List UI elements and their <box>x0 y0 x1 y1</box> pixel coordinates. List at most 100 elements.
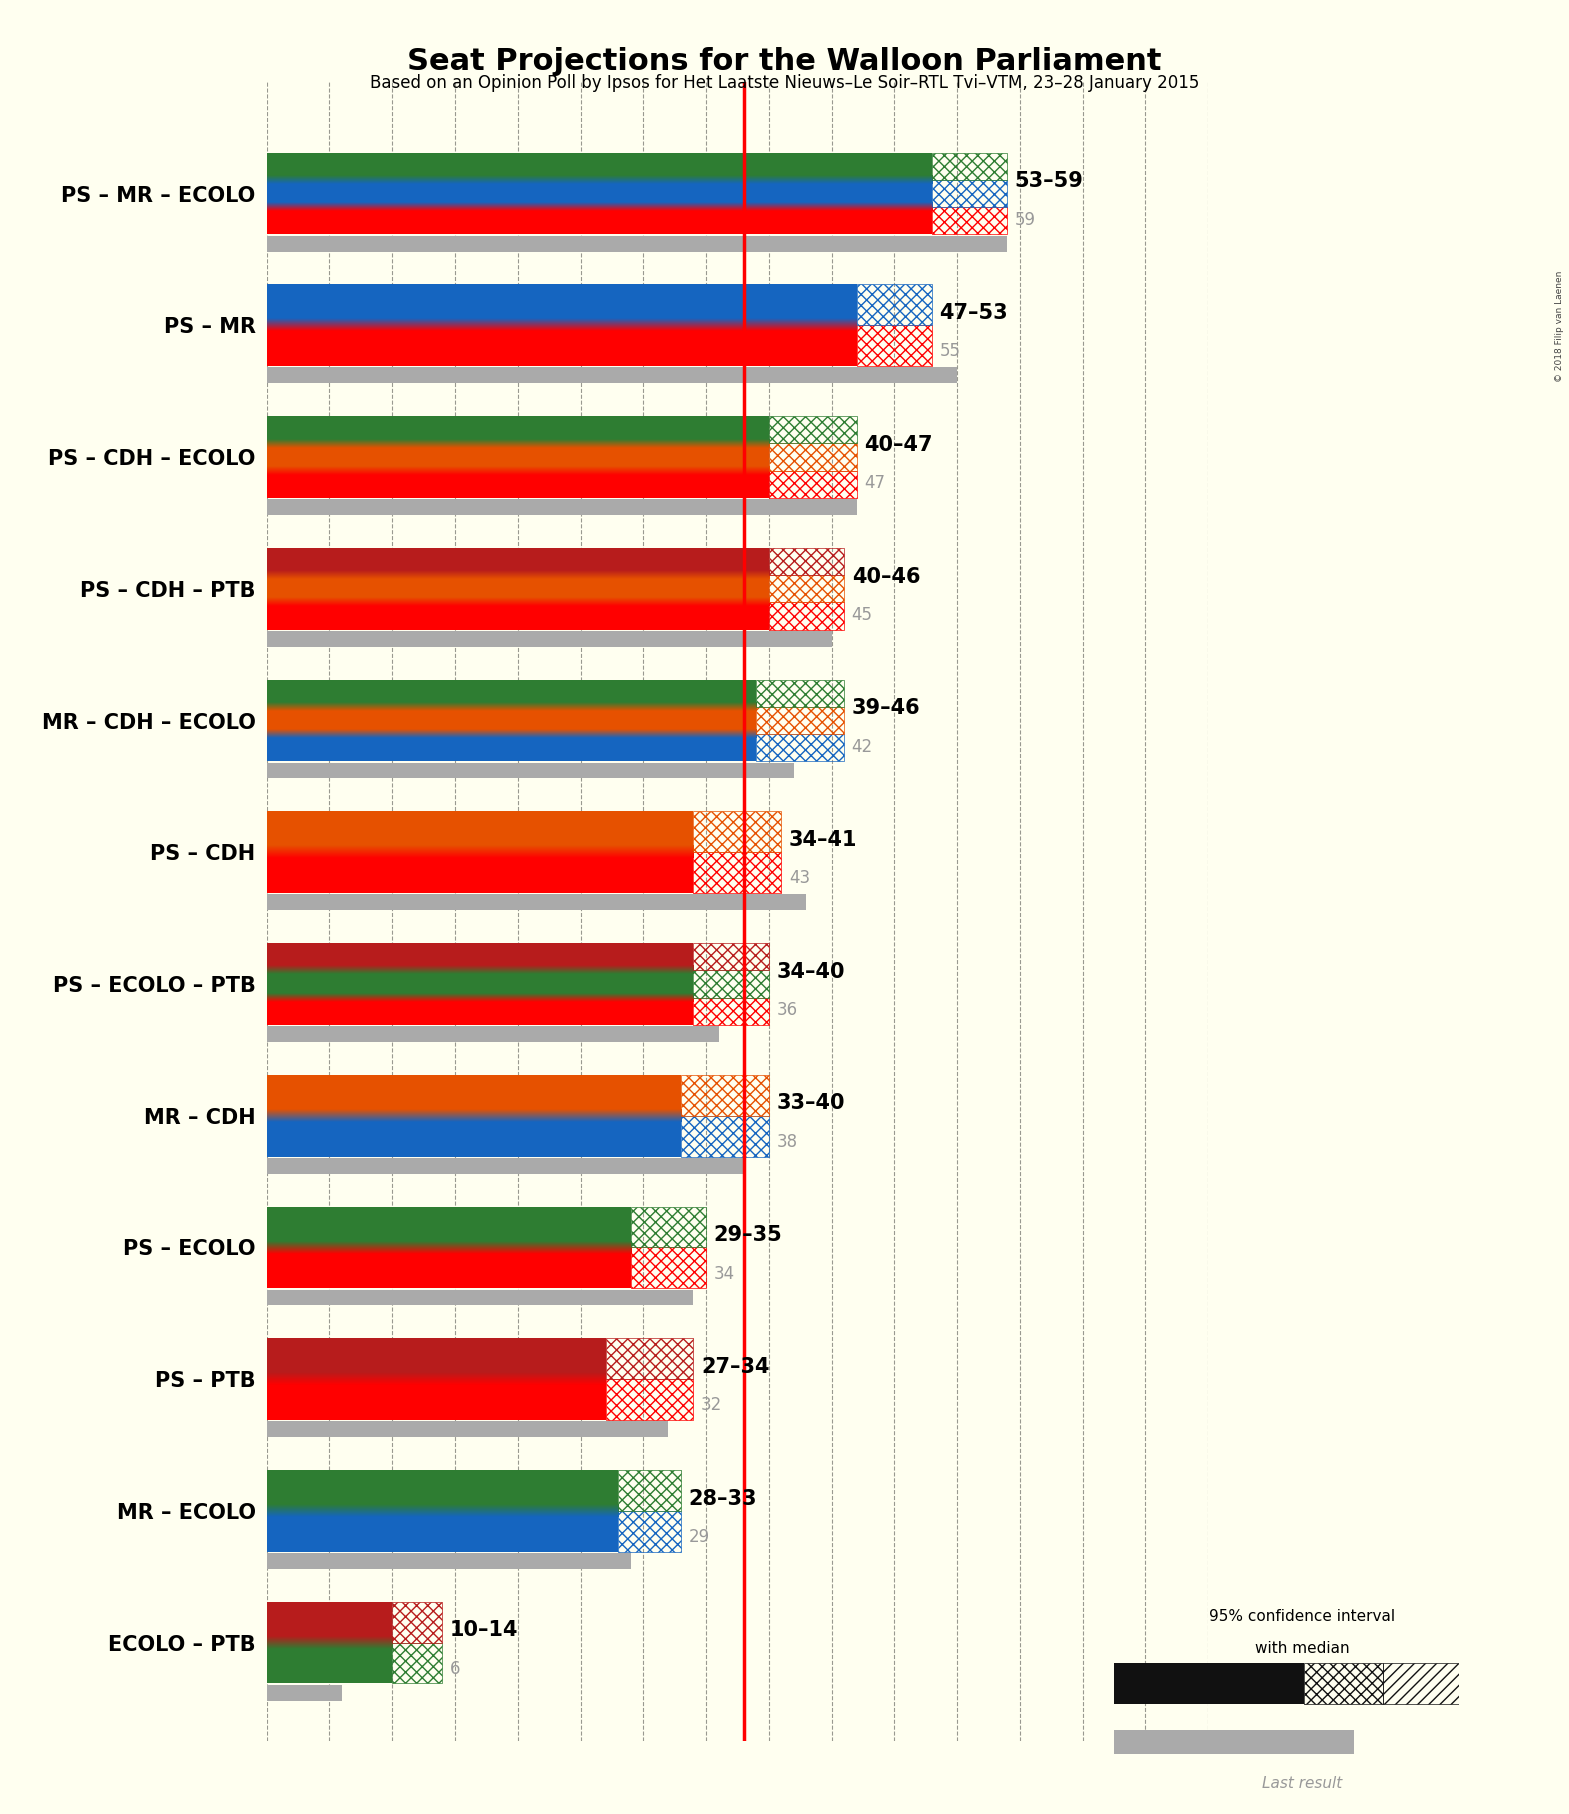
Text: 40–47: 40–47 <box>865 435 932 455</box>
Bar <box>1384 1663 1459 1703</box>
Text: 45: 45 <box>852 606 872 624</box>
Bar <box>267 680 756 707</box>
Bar <box>267 1339 606 1379</box>
Bar <box>267 1027 719 1041</box>
Bar <box>267 470 769 497</box>
Bar <box>267 1157 744 1174</box>
Bar <box>631 1248 706 1288</box>
Text: Based on an Opinion Poll by Ipsos for Het Laatste Nieuws–Le Soir–RTL Tvi–VTM, 23: Based on an Opinion Poll by Ipsos for He… <box>370 74 1199 93</box>
Bar <box>267 499 857 515</box>
Text: Seat Projections for the Walloon Parliament: Seat Projections for the Walloon Parliam… <box>408 47 1161 76</box>
Text: 59: 59 <box>1015 210 1036 229</box>
Bar <box>932 180 1007 207</box>
Text: 47: 47 <box>865 473 885 492</box>
Text: 33–40: 33–40 <box>777 1094 844 1114</box>
Bar <box>769 575 844 602</box>
Bar <box>769 443 857 470</box>
Text: with median: with median <box>1255 1642 1349 1656</box>
Bar <box>267 1290 693 1306</box>
Bar <box>267 443 769 470</box>
Bar <box>267 853 693 892</box>
Text: 27–34: 27–34 <box>701 1357 769 1377</box>
Text: 38: 38 <box>777 1134 797 1150</box>
Text: 39–46: 39–46 <box>852 698 921 718</box>
Bar <box>267 1076 681 1116</box>
Bar <box>267 285 857 325</box>
Text: © 2018 Filip van Laenen: © 2018 Filip van Laenen <box>1555 270 1564 383</box>
Text: 32: 32 <box>701 1397 722 1415</box>
Bar <box>392 1643 442 1683</box>
Bar <box>1114 1663 1304 1703</box>
Bar <box>267 152 932 180</box>
Bar <box>857 285 932 325</box>
Text: 29–35: 29–35 <box>714 1224 783 1244</box>
Text: 10–14: 10–14 <box>450 1620 518 1640</box>
Bar <box>267 1248 631 1288</box>
Bar <box>267 707 756 735</box>
Text: 29: 29 <box>689 1527 709 1546</box>
Bar <box>606 1379 693 1420</box>
Bar <box>267 735 756 762</box>
Bar <box>681 1116 769 1157</box>
Bar <box>267 1422 668 1437</box>
Text: 43: 43 <box>789 869 810 887</box>
Bar <box>267 602 769 629</box>
Text: 6: 6 <box>450 1660 460 1678</box>
Text: 34–41: 34–41 <box>789 831 857 851</box>
Bar <box>693 811 781 853</box>
Bar <box>267 1553 631 1569</box>
Bar <box>267 762 794 778</box>
Bar <box>1304 1663 1384 1703</box>
Bar <box>267 1643 392 1683</box>
Bar <box>267 631 832 648</box>
Bar <box>618 1511 681 1551</box>
Bar <box>693 943 769 970</box>
Bar <box>267 368 957 383</box>
Bar <box>631 1206 706 1248</box>
Bar <box>267 811 693 853</box>
Text: 55: 55 <box>940 343 960 361</box>
Bar <box>267 325 857 366</box>
Bar <box>681 1076 769 1116</box>
Text: 95% confidence interval: 95% confidence interval <box>1210 1609 1395 1624</box>
Bar <box>606 1339 693 1379</box>
Bar <box>1114 1731 1354 1754</box>
Text: Last result: Last result <box>1261 1776 1343 1790</box>
Bar <box>267 575 769 602</box>
Text: 34–40: 34–40 <box>777 961 844 981</box>
Bar <box>618 1469 681 1511</box>
Bar <box>267 1206 631 1248</box>
Bar <box>769 602 844 629</box>
Bar <box>267 1685 342 1700</box>
Bar <box>769 415 857 443</box>
Bar <box>756 735 844 762</box>
Bar <box>857 325 932 366</box>
Bar <box>693 998 769 1025</box>
Bar <box>756 680 844 707</box>
Bar <box>769 470 857 497</box>
Text: 42: 42 <box>852 738 872 756</box>
Bar <box>769 548 844 575</box>
Bar <box>267 998 693 1025</box>
Bar <box>267 415 769 443</box>
Text: 53–59: 53–59 <box>1015 171 1084 190</box>
Bar <box>267 1116 681 1157</box>
Bar <box>267 180 932 207</box>
Bar <box>267 894 806 911</box>
Bar <box>267 236 1007 252</box>
Bar <box>267 1511 618 1551</box>
Bar <box>267 548 769 575</box>
Text: 28–33: 28–33 <box>689 1489 756 1509</box>
Bar <box>392 1602 442 1643</box>
Text: 40–46: 40–46 <box>852 566 919 586</box>
Bar <box>267 1602 392 1643</box>
Bar <box>267 1469 618 1511</box>
Text: 36: 36 <box>777 1001 797 1019</box>
Text: 47–53: 47–53 <box>940 303 1009 323</box>
Bar <box>932 152 1007 180</box>
Bar <box>267 943 693 970</box>
Text: 34: 34 <box>714 1264 734 1282</box>
Bar <box>693 853 781 892</box>
Bar <box>267 207 932 234</box>
Bar <box>267 970 693 998</box>
